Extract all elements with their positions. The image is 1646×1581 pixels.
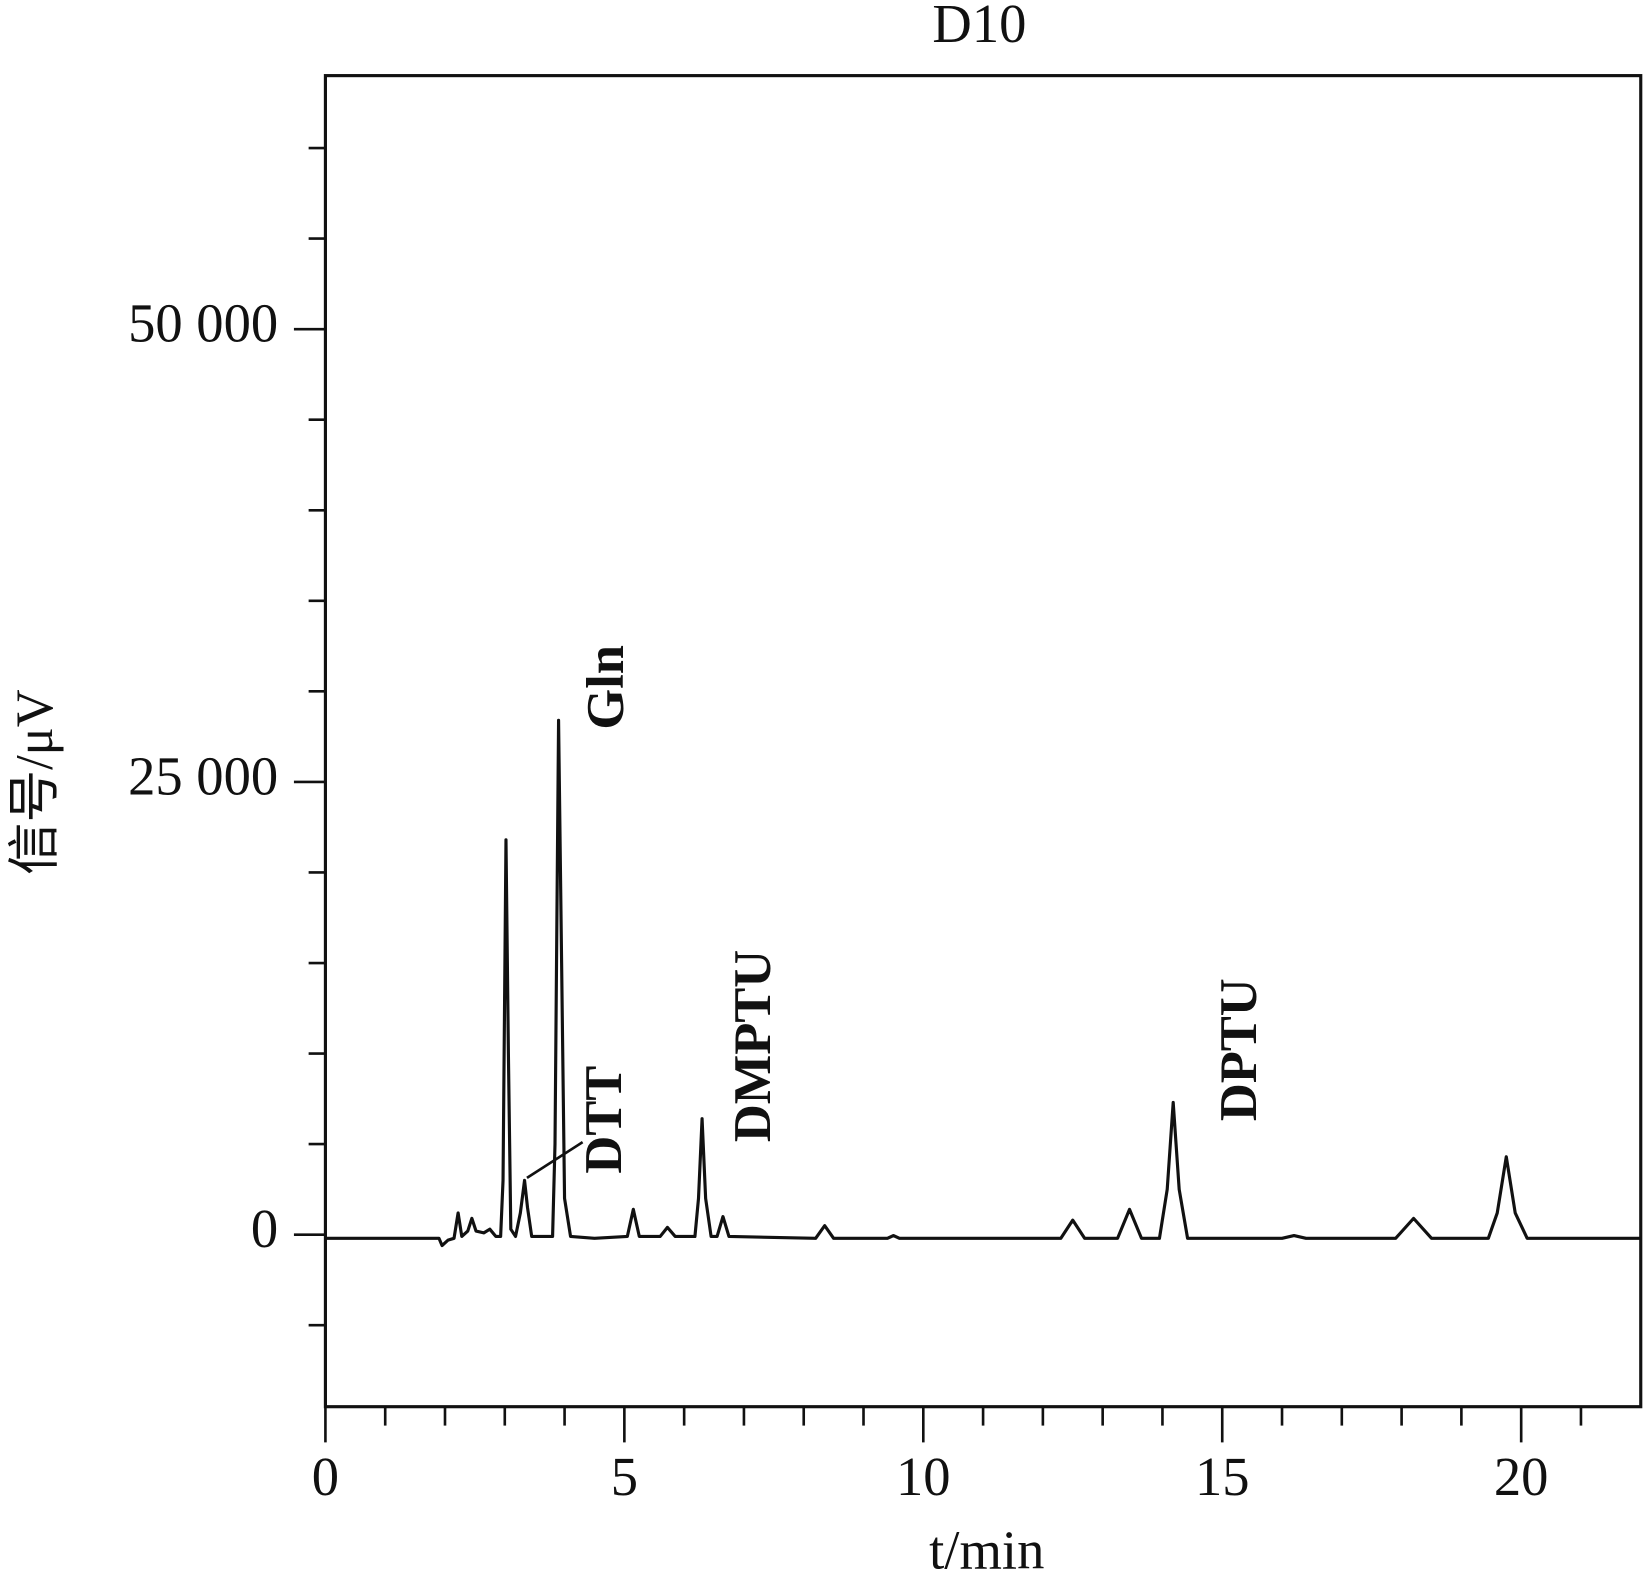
x-axis-label: t/min <box>929 1519 1044 1580</box>
peak-label: DTT <box>575 1066 633 1174</box>
peak-label: DPTU <box>1210 978 1268 1121</box>
y-tick-label: 25 000 <box>128 745 278 806</box>
peak-label: DMPTU <box>724 950 782 1142</box>
chart-title: D10 <box>932 0 1026 54</box>
x-tick-label: 20 <box>1494 1446 1549 1507</box>
x-tick-label: 10 <box>896 1446 951 1507</box>
x-tick-label: 15 <box>1195 1446 1250 1507</box>
x-tick-label: 0 <box>312 1446 339 1507</box>
x-tick-label: 5 <box>611 1446 638 1507</box>
y-tick-label: 0 <box>251 1198 278 1259</box>
peak-label: Gln <box>577 645 635 730</box>
signal-line <box>325 718 1641 1248</box>
plot-frame <box>323 74 1643 1409</box>
y-tick-label: 50 000 <box>128 293 278 354</box>
y-axis-label: 信号/μV <box>6 689 64 875</box>
